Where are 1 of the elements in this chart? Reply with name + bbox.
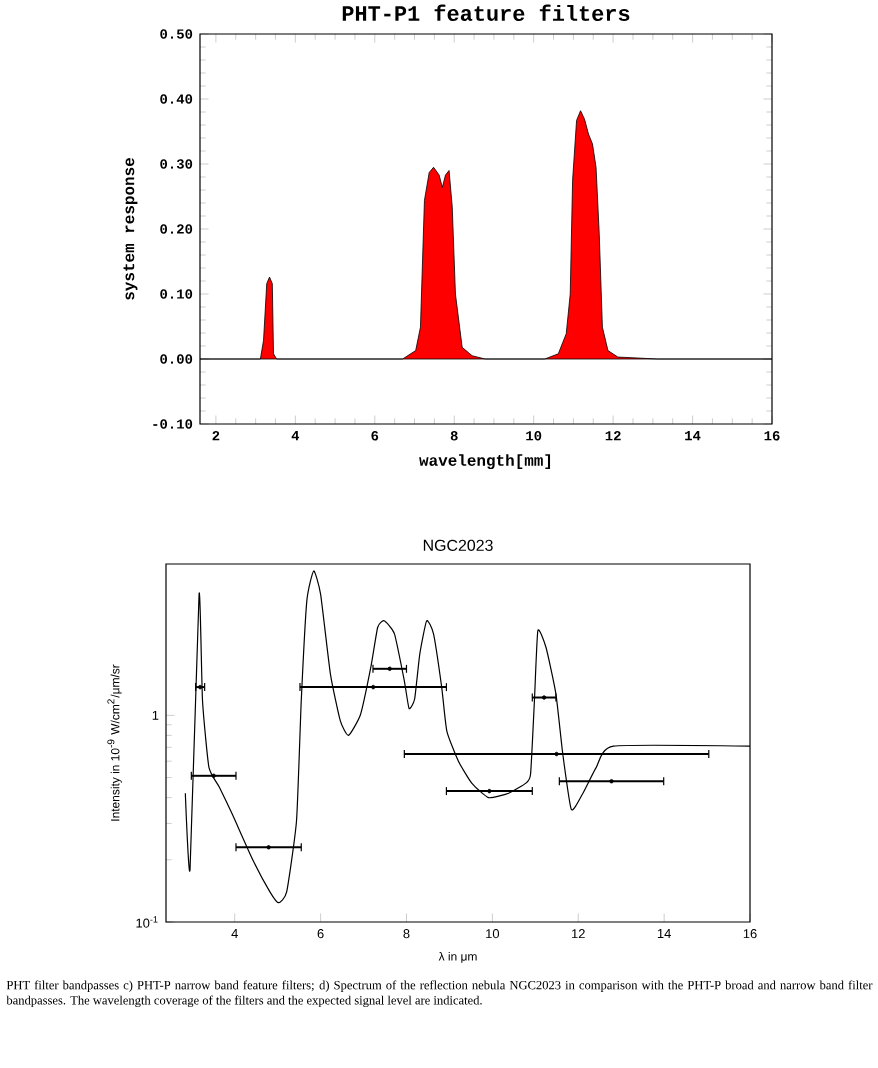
chart-title: PHT-P1 feature filters bbox=[342, 4, 630, 21]
